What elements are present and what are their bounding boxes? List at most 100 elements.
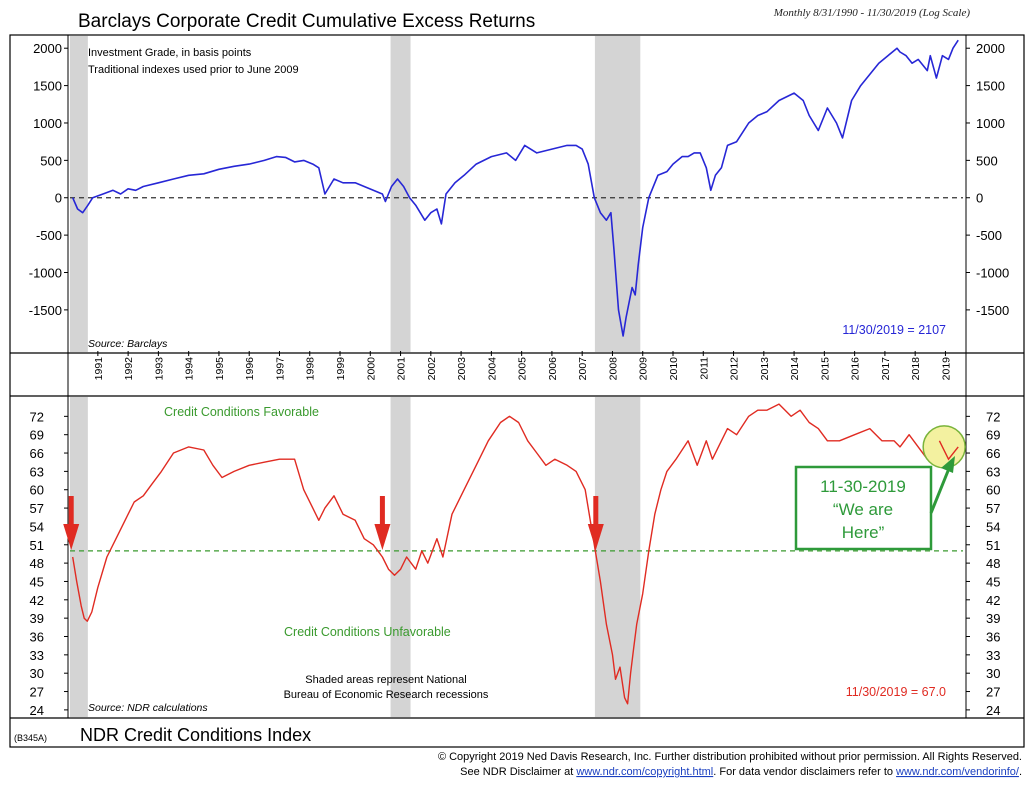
year-tick-label: 2001	[396, 357, 408, 381]
top-y-tick-left: -500	[36, 228, 62, 243]
top-y-tick-left: 500	[40, 153, 62, 168]
bottom-y-tick-left: 72	[30, 409, 44, 424]
copyright-link[interactable]: www.ndr.com/copyright.html	[575, 766, 713, 778]
bottom-y-tick-right: 33	[986, 648, 1000, 663]
bottom-y-tick-left: 69	[30, 428, 44, 443]
year-tick-label: 1995	[214, 357, 226, 381]
top-last-value: 11/30/2019 = 2107	[842, 323, 946, 337]
copyright-line: © Copyright 2019 Ned Davis Research, Inc…	[438, 751, 1022, 763]
year-tick-label: 2010	[668, 357, 680, 381]
callout-line-3: Here”	[842, 523, 885, 542]
year-tick-label: 2006	[547, 357, 559, 381]
year-tick-label: 1996	[244, 357, 256, 381]
disclaimer-text-3: .	[1019, 766, 1022, 778]
year-tick-label: 1997	[274, 357, 286, 381]
year-tick-label: 2016	[850, 357, 862, 381]
bottom-y-tick-right: 51	[986, 538, 1000, 553]
top-y-tick-left: 1000	[33, 116, 62, 131]
top-y-tick-right: -500	[976, 228, 1002, 243]
bottom-y-tick-right: 48	[986, 556, 1000, 571]
top-y-tick-left: 0	[55, 191, 62, 206]
signal-arrow-shaft	[593, 496, 599, 526]
callout-arrow-head	[941, 456, 955, 473]
bottom-y-tick-right: 45	[986, 574, 1000, 589]
signal-arrow-head	[587, 524, 604, 550]
bottom-y-tick-right: 57	[986, 501, 1000, 516]
top-subtitle: Investment Grade, in basis points	[88, 47, 252, 59]
highlight-line-segment	[938, 440, 959, 461]
bottom-y-axis: 72 72 69 69 66 66 63 63 60 60 57 57 54 54 51 51 48 48 45 45…	[30, 409, 1001, 718]
bottom-y-tick-left: 42	[30, 593, 44, 608]
bottom-y-tick-right: 69	[986, 428, 1000, 443]
recession-note-2: Bureau of Economic Research recessions	[284, 689, 489, 701]
bottom-y-tick-left: 57	[30, 501, 44, 516]
year-tick-label: 2008	[607, 357, 619, 381]
top-y-axis: 2000 2000 1500 1500 1000 1000 500 500 0 0 -500 -500…	[29, 41, 1010, 318]
bottom-y-tick-right: 66	[986, 446, 1000, 461]
outer-frame	[9, 34, 1025, 748]
bottom-y-tick-right: 54	[986, 519, 1000, 534]
credit-conditions-line	[72, 403, 959, 705]
callout-arrow	[929, 465, 952, 514]
bottom-y-tick-right: 42	[986, 593, 1000, 608]
bottom-y-tick-left: 48	[30, 556, 44, 571]
year-tick-label: 2013	[759, 357, 771, 381]
recession-band-bottom-0	[70, 397, 88, 717]
year-tick-label: 2003	[456, 357, 468, 381]
year-tick-label: 2018	[910, 357, 922, 381]
excess-returns-line	[71, 39, 959, 337]
year-tick-label: 2004	[486, 357, 498, 381]
year-tick-label: 2002	[426, 357, 438, 381]
bottom-y-tick-right: 63	[986, 464, 1000, 479]
bottom-y-tick-left: 51	[30, 538, 44, 553]
bottom-y-tick-right: 39	[986, 611, 1000, 626]
bottom-source: Source: NDR calculations	[88, 702, 208, 714]
year-tick-label: 1994	[184, 357, 196, 381]
vendorinfo-link[interactable]: www.ndr.com/vendorinfo/	[895, 766, 1020, 778]
unfavorable-label: Credit Conditions Unfavorable	[284, 625, 451, 639]
bottom-y-tick-left: 36	[30, 630, 44, 645]
year-tick-label: 2015	[819, 357, 831, 381]
top-y-tick-right: -1500	[976, 303, 1009, 318]
bottom-y-tick-right: 24	[986, 703, 1000, 718]
signal-arrow-head	[374, 524, 391, 550]
signal-arrow-shaft	[68, 496, 74, 526]
favorable-label: Credit Conditions Favorable	[164, 405, 319, 419]
bottom-y-tick-left: 54	[30, 519, 44, 534]
recession-band-bottom-1	[390, 397, 411, 717]
year-tick-label: 1993	[153, 357, 165, 381]
callout-date: 11-30-2019	[820, 477, 906, 496]
top-y-tick-right: -1000	[976, 266, 1009, 281]
year-tick-label: 2007	[577, 357, 589, 381]
signal-arrow-shaft	[379, 496, 385, 526]
signal-arrows	[63, 496, 604, 550]
top-source: Source: Barclays	[88, 338, 168, 350]
year-tick-label: 2017	[880, 357, 892, 381]
callout-line-2: “We are	[833, 500, 893, 519]
year-tick-label: 2012	[729, 357, 741, 381]
chart-code: (B345A)	[14, 733, 47, 743]
bottom-y-tick-left: 60	[30, 483, 44, 498]
year-tick-label: 2014	[789, 357, 801, 381]
bottom-y-tick-right: 36	[986, 630, 1000, 645]
bottom-y-tick-right: 30	[986, 666, 1000, 681]
recession-band-top-1	[390, 36, 411, 352]
top-y-tick-right: 1500	[976, 79, 1005, 94]
bottom-y-tick-left: 63	[30, 464, 44, 479]
bottom-y-tick-right: 72	[986, 409, 1000, 424]
top-y-tick-right: 0	[976, 191, 983, 206]
top-y-tick-right: 2000	[976, 41, 1005, 56]
bottom-y-tick-right: 60	[986, 483, 1000, 498]
bottom-y-tick-left: 33	[30, 648, 44, 663]
disclaimer-text-1: See NDR Disclaimer at	[460, 766, 576, 778]
date-range-label: Monthly 8/31/1990 - 11/30/2019 (Log Scal…	[773, 7, 971, 19]
bottom-y-tick-left: 27	[30, 685, 44, 700]
top-y-tick-left: 1500	[33, 79, 62, 94]
year-tick-label: 2019	[940, 357, 952, 381]
current-value-highlight	[922, 425, 966, 469]
year-tick-label: 1998	[305, 357, 317, 381]
bottom-y-tick-left: 39	[30, 611, 44, 626]
bottom-y-tick-left: 66	[30, 446, 44, 461]
